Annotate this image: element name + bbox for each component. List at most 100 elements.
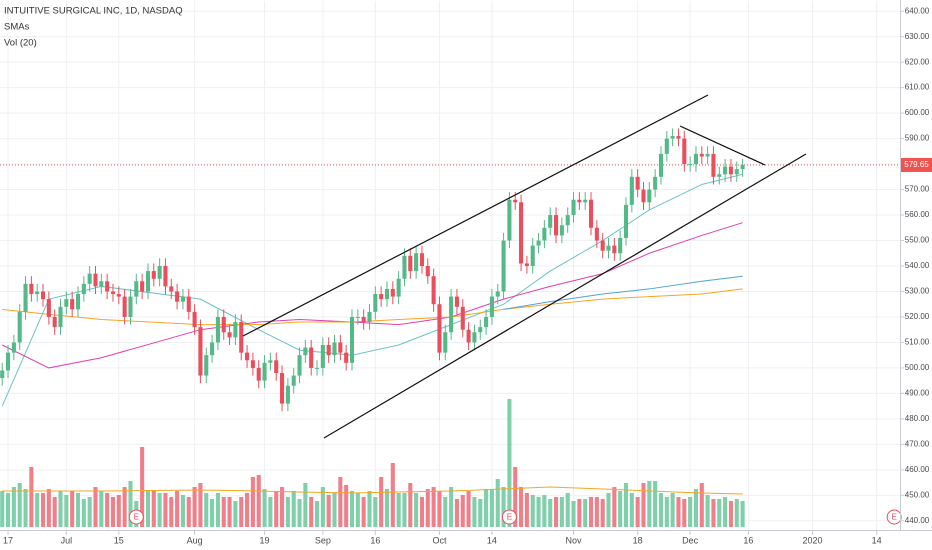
y-tick-label: 510.00	[905, 338, 930, 347]
volume-bar	[705, 495, 710, 527]
candle-body	[670, 136, 675, 139]
x-tick-label: Sep	[315, 535, 331, 545]
volume-bar	[559, 497, 564, 527]
volume-bar	[443, 497, 448, 527]
volume-bar	[297, 499, 302, 527]
candle-body	[175, 291, 180, 302]
candle-body	[169, 286, 174, 292]
last-price-label: 579.65	[904, 160, 929, 169]
volume-bar	[215, 493, 220, 527]
candle-body	[618, 237, 623, 254]
candle-body	[180, 296, 185, 302]
candle-body	[577, 199, 582, 203]
candle-body	[250, 360, 255, 368]
volume-bar	[594, 497, 599, 527]
volume-bar	[536, 497, 541, 527]
volume-bar	[379, 477, 384, 527]
candle-body	[501, 240, 506, 292]
candle-body	[367, 311, 372, 323]
candle-body	[23, 283, 28, 312]
candle-body	[740, 164, 745, 170]
candle-body	[402, 255, 407, 279]
volume-bar	[35, 493, 40, 527]
volume-bar	[408, 483, 413, 527]
candle-body	[414, 253, 419, 272]
x-tick-label: 16	[370, 535, 380, 545]
candle-body	[186, 296, 191, 312]
x-tick-label: Dec	[682, 535, 699, 545]
volume-bar	[46, 489, 51, 527]
candle-body	[93, 273, 98, 287]
indicator-label: Vol (20)	[4, 38, 37, 49]
x-tick-label: Oct	[432, 535, 447, 545]
candle-body	[297, 355, 302, 376]
candle-body	[11, 342, 16, 353]
candle-body	[373, 294, 378, 312]
volume-bar	[93, 487, 98, 527]
volume-bar	[402, 493, 407, 527]
volume-bar	[314, 501, 320, 527]
volume-bar	[239, 497, 244, 527]
candle-body	[519, 202, 524, 264]
volume-bar	[658, 493, 664, 527]
candle-body	[431, 276, 436, 305]
x-tick-label: Jul	[61, 535, 73, 545]
volume-bar	[29, 467, 34, 527]
volume-bar	[425, 489, 430, 527]
volume-bar	[268, 497, 273, 527]
candle-body	[122, 296, 127, 317]
volume-bar	[140, 447, 145, 527]
candle-body	[110, 291, 116, 295]
candle-body	[303, 347, 308, 356]
candle-body	[443, 332, 448, 353]
event-marker	[501, 509, 517, 525]
candle-body	[215, 316, 220, 343]
candle-body	[548, 215, 553, 228]
candle-body	[361, 316, 366, 323]
volume-bar	[734, 499, 739, 527]
volume-bar	[396, 493, 401, 527]
candle-body	[320, 344, 325, 368]
y-tick-label: 560.00	[905, 210, 930, 219]
volume-bar	[210, 499, 215, 527]
candle-body	[495, 291, 500, 297]
candle-body	[419, 253, 424, 266]
volume-bar	[262, 489, 267, 527]
volume-bar	[0, 491, 5, 527]
candle-body	[87, 273, 92, 284]
candle-body	[425, 266, 430, 277]
trend-lines	[242, 94, 807, 439]
volume-bar	[157, 493, 162, 527]
candle-body	[734, 169, 739, 175]
volume-bar	[717, 499, 722, 527]
volume-bar	[565, 493, 570, 527]
candle-body	[105, 281, 110, 292]
candle-body	[478, 327, 483, 333]
candle-body	[239, 322, 244, 353]
sma-line	[2, 288, 743, 326]
volume-bar	[332, 493, 337, 527]
volume-bar	[577, 499, 582, 527]
volume-pane	[0, 399, 745, 527]
candle-body	[699, 153, 704, 157]
volume-bar	[274, 491, 279, 527]
volume-bar	[653, 481, 658, 527]
y-tick-label: 480.00	[905, 414, 930, 423]
volume-bar	[233, 501, 238, 527]
volume-bar	[227, 497, 232, 527]
volume-bar	[285, 497, 290, 527]
candle-body	[99, 281, 104, 287]
event-label: E	[507, 513, 512, 522]
candle-body	[606, 245, 611, 251]
volume-bar	[373, 497, 378, 527]
candle-body	[140, 281, 145, 292]
candle-body	[437, 304, 442, 353]
volume-bar	[192, 487, 197, 527]
y-tick-label: 620.00	[905, 57, 930, 66]
y-tick-label: 640.00	[905, 6, 930, 15]
event-marker	[128, 509, 144, 525]
volume-bar	[204, 493, 209, 527]
volume-bar	[250, 477, 255, 527]
candle-body	[536, 240, 541, 246]
